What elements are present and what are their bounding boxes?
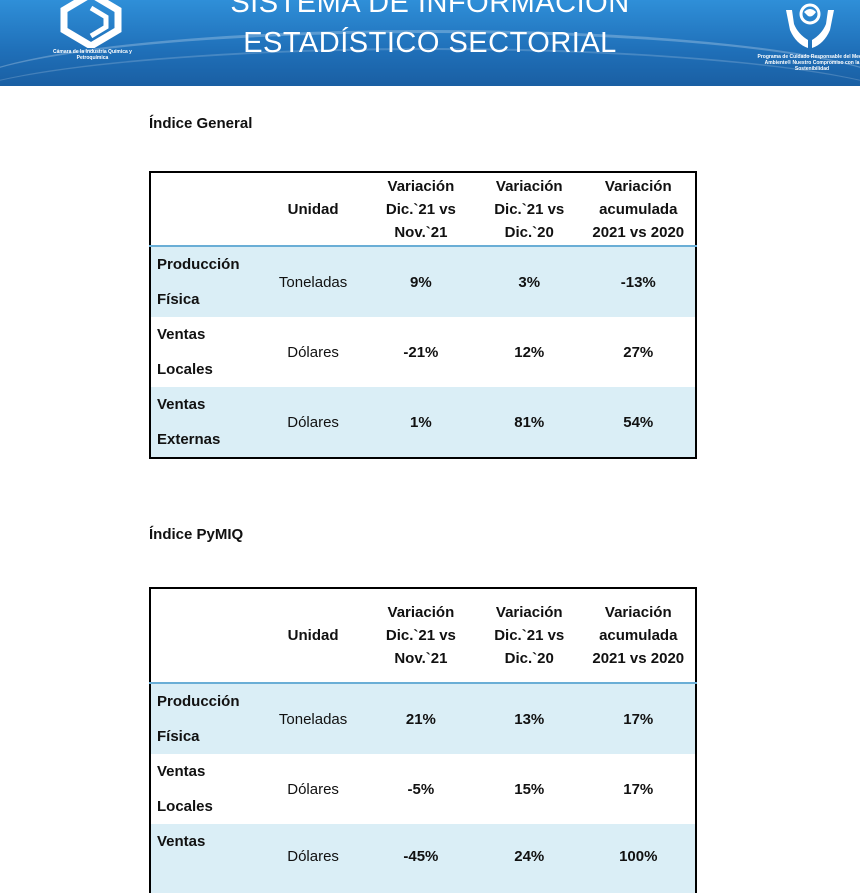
header-cell: Variación acumulada 2021 vs 2020	[581, 172, 696, 247]
table-row: Producción Física Toneladas 21% 13% 17%	[150, 683, 696, 754]
unit-cell: Dólares	[261, 824, 365, 893]
value-cell: 100%	[581, 824, 696, 893]
unit-cell: Dólares	[287, 780, 339, 798]
table-row: Ventas Locales Dólares -5% 15% 17%	[150, 754, 696, 824]
header-banner: Cámara de la Industria Química y Petroqu…	[0, 0, 860, 86]
table-header-row: Unidad Variación Dic.`21 vs Nov.`21 Vari…	[150, 172, 696, 247]
value-cell: 15%	[514, 780, 545, 798]
unit-cell: Dólares	[261, 387, 365, 458]
table-row: Producción Física Toneladas 9% 3% -13%	[150, 246, 696, 317]
index-table: Unidad Variación Dic.`21 vs Nov.`21 Vari…	[149, 171, 697, 459]
right-logo-caption: Programa de Cuidado Responsable del Medi…	[757, 54, 860, 72]
table-row: Ventas Dólares -45% 24% 100%	[150, 824, 696, 893]
row-label: Ventas Locales	[157, 326, 213, 378]
unit-cell: Toneladas	[261, 683, 365, 754]
banner-wave	[0, 48, 860, 86]
banner-wave	[0, 30, 860, 86]
row-label: Ventas Locales	[157, 763, 213, 815]
row-label: Ventas	[150, 824, 262, 893]
value-cell: 24%	[476, 824, 582, 893]
banner-title-line1: SISTEMA DE INFORMACIÓN	[230, 0, 630, 19]
row-label: Producción Física	[150, 246, 262, 317]
value-cell: -13%	[581, 246, 696, 317]
header-cell: Unidad	[261, 588, 365, 684]
ciqyp-logo-icon	[60, 0, 122, 48]
left-logo-caption: Cámara de la Industria Química y Petroqu…	[53, 49, 132, 61]
value-cell: 9%	[364, 246, 477, 317]
value-cell: 12%	[514, 343, 545, 361]
table-header-row: Unidad Variación Dic.`21 vs Nov.`21 Vari…	[150, 588, 696, 684]
row-label: Ventas Externas	[150, 387, 262, 458]
value-cell: -5%	[407, 780, 435, 798]
banner-title-line2: ESTADÍSTICO SECTORIAL	[243, 27, 617, 59]
row-label: Producción Física	[150, 683, 262, 754]
header-cell: Unidad	[261, 172, 365, 247]
header-cell: Variación Dic.`21 vs Nov.`21	[364, 588, 477, 684]
value-cell: 1%	[364, 387, 477, 458]
value-cell: 13%	[476, 683, 582, 754]
value-cell: -45%	[364, 824, 477, 893]
value-cell: 27%	[623, 343, 654, 361]
value-cell: 54%	[581, 387, 696, 458]
value-cell: 21%	[364, 683, 477, 754]
unit-cell: Dólares	[287, 343, 339, 361]
header-cell: Variación Dic.`21 vs Dic.`20	[476, 172, 582, 247]
header-cell	[150, 172, 262, 247]
value-cell: 17%	[581, 683, 696, 754]
table-row: Ventas Externas Dólares 1% 81% 54%	[150, 387, 696, 458]
index-table: Unidad Variación Dic.`21 vs Nov.`21 Vari…	[149, 587, 697, 893]
section-title: Índice General	[149, 115, 253, 132]
value-cell: 81%	[476, 387, 582, 458]
value-cell: -21%	[403, 343, 439, 361]
value-cell: 3%	[476, 246, 582, 317]
value-cell: 17%	[623, 780, 654, 798]
hands-globe-icon	[786, 3, 834, 48]
header-cell: Variación Dic.`21 vs Nov.`21	[364, 172, 477, 247]
table-row: Ventas Locales Dólares -21% 12% 27%	[150, 317, 696, 387]
header-cell	[150, 588, 262, 684]
header-cell: Variación Dic.`21 vs Dic.`20	[476, 588, 582, 684]
section-title: Índice PyMIQ	[149, 526, 244, 543]
unit-cell: Toneladas	[261, 246, 365, 317]
header-cell: Variación acumulada 2021 vs 2020	[581, 588, 696, 684]
